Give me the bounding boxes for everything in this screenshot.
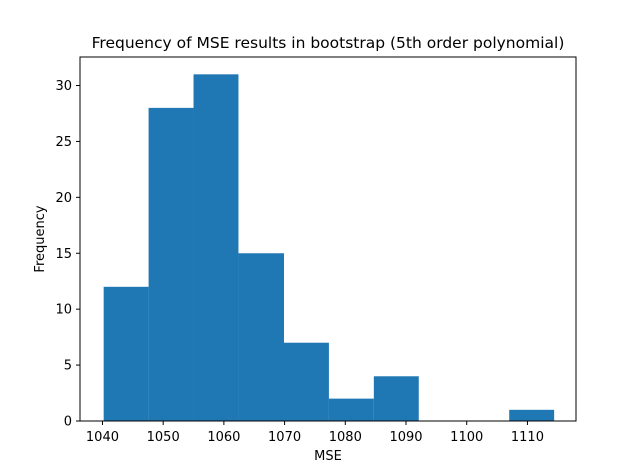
chart-title: Frequency of MSE results in bootstrap (5… — [92, 34, 565, 52]
x-axis-ticks: 1040 1050 1060 1070 1080 1090 1100 1110 — [86, 421, 544, 445]
histogram-bar — [373, 376, 419, 421]
y-axis-label: Frequency — [33, 205, 48, 272]
axes-frame — [79, 56, 577, 422]
x-axis-label: MSE — [314, 449, 342, 464]
x-tick-label: 1090 — [389, 430, 422, 445]
histogram-bar — [283, 342, 329, 421]
x-tick-label: 1040 — [86, 430, 119, 445]
y-tick-label: 0 — [64, 415, 72, 430]
x-tick-label: 1110 — [511, 430, 544, 445]
histogram-bar — [103, 286, 149, 421]
y-axis-ticks: 0 5 10 15 20 25 30 — [55, 79, 80, 430]
histogram-bar — [328, 398, 374, 421]
histogram-bar — [193, 74, 239, 421]
y-tick-label: 15 — [55, 247, 72, 262]
x-tick-label: 1100 — [450, 430, 483, 445]
x-tick-label: 1070 — [268, 430, 301, 445]
histogram-bar — [238, 253, 284, 421]
histogram-bar — [509, 409, 555, 421]
x-tick-label: 1050 — [147, 430, 180, 445]
y-tick-label: 20 — [55, 191, 72, 206]
y-tick-label: 5 — [64, 359, 72, 374]
y-tick-label: 25 — [55, 135, 72, 150]
x-tick-label: 1060 — [207, 430, 240, 445]
x-tick-label: 1080 — [329, 430, 362, 445]
y-tick-label: 10 — [55, 303, 72, 318]
histogram-bar — [148, 107, 194, 422]
bars-group — [103, 74, 555, 422]
y-tick-label: 30 — [55, 79, 72, 94]
